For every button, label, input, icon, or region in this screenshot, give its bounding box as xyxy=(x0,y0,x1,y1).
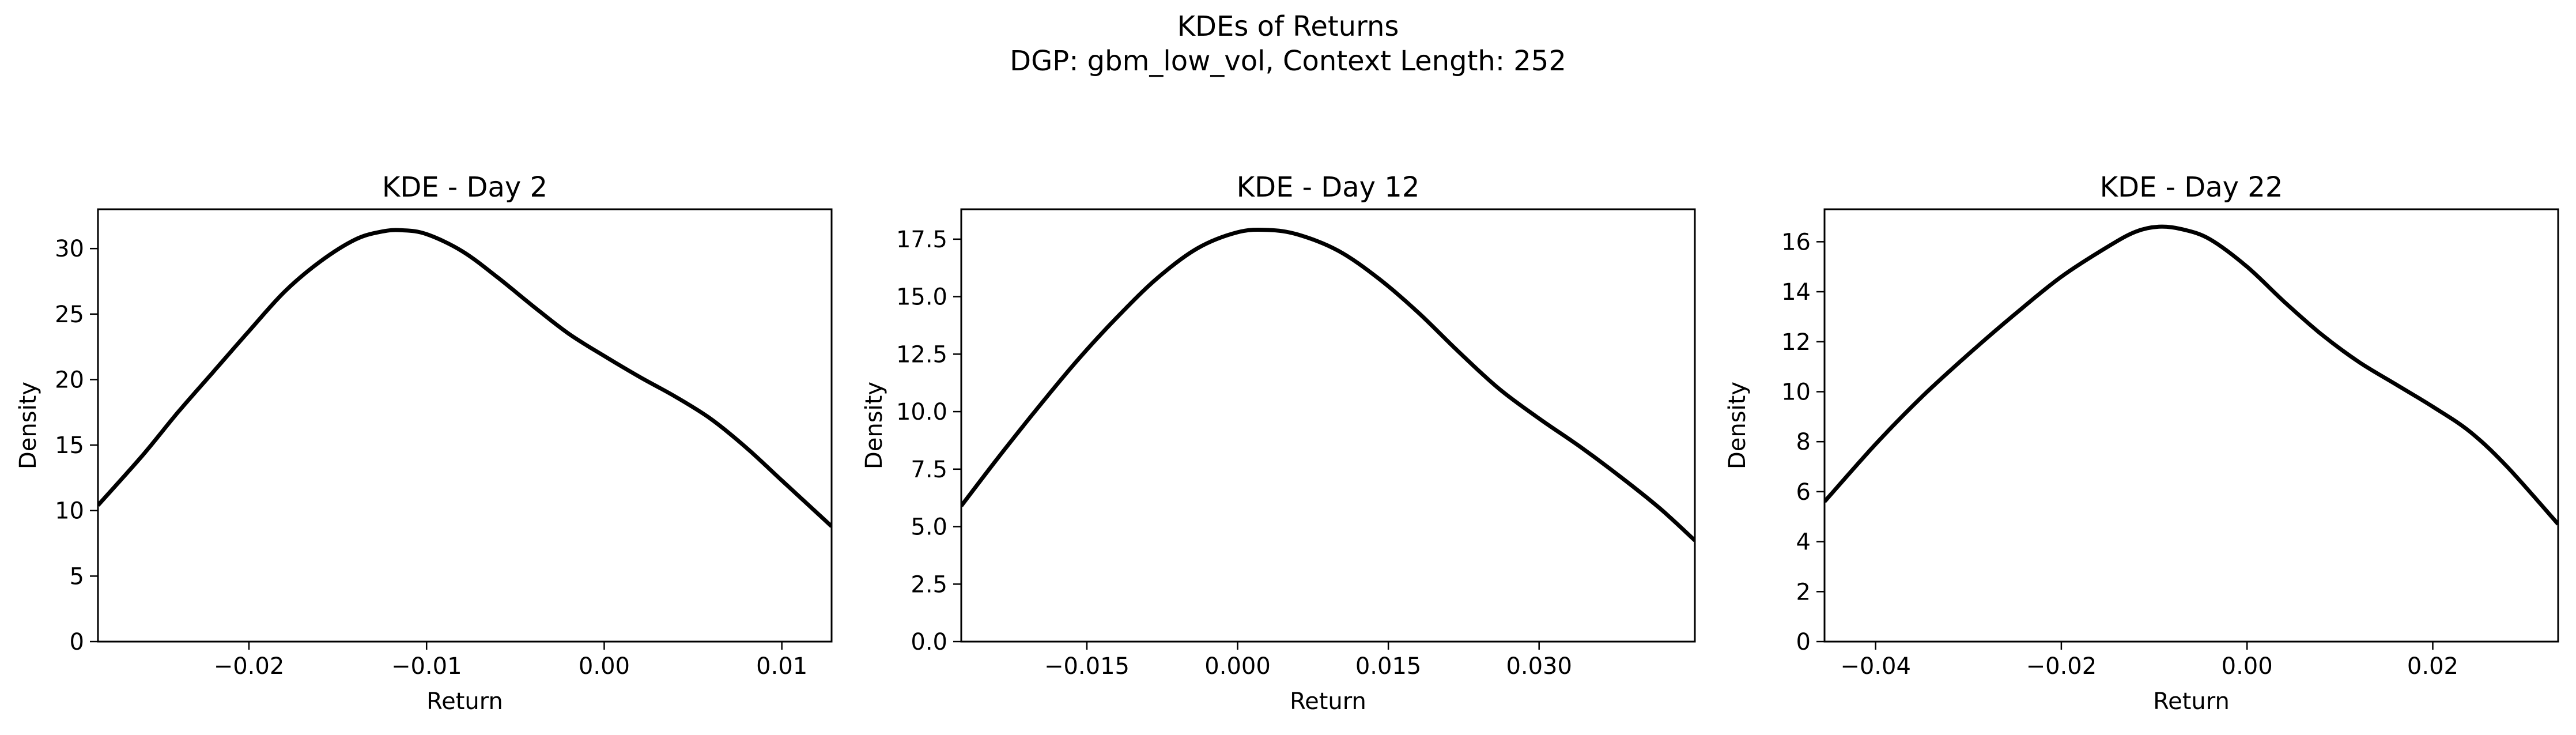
x-tick-label: 0.030 xyxy=(1506,653,1572,680)
kde-panel-day-2: KDE - Day 2 −0.02 −0.01 0.00 0.01 0 5 10 15 20 25 3… xyxy=(15,171,833,715)
x-tick-label: 0.015 xyxy=(1355,653,1422,680)
axes-frame xyxy=(97,208,833,643)
x-axis-label: Return xyxy=(426,688,503,715)
y-tick-label: 10.0 xyxy=(896,399,947,425)
kde-curve xyxy=(98,228,832,528)
kde-panel-day-12: KDE - Day 12 −0.015 0.000 0.015 0.030 0.0 2.5 5… xyxy=(861,171,1696,715)
panel-title: KDE - Day 12 xyxy=(1237,171,1420,203)
y-tick-label: 8 xyxy=(1796,429,1811,455)
x-tick-label: 0.00 xyxy=(579,653,630,680)
y-tick-label: 4 xyxy=(1796,529,1811,556)
panel-title: KDE - Day 2 xyxy=(382,171,547,203)
y-tick-label: 12.5 xyxy=(896,341,947,368)
y-tick-label: 0 xyxy=(70,629,84,655)
y-tick-label: 5.0 xyxy=(911,514,947,541)
y-tick-label: 14 xyxy=(1781,279,1811,306)
y-tick-label: 15 xyxy=(55,432,84,459)
y-tick-label: 12 xyxy=(1781,329,1811,356)
kde-curve xyxy=(961,227,1695,542)
x-tick-label: 0.02 xyxy=(2407,653,2458,680)
x-axis-label: Return xyxy=(1290,688,1366,715)
y-tick-label: 15.0 xyxy=(896,284,947,311)
x-tick-label: −0.02 xyxy=(214,653,285,680)
y-tick-label: 0.0 xyxy=(911,629,947,655)
panel-title: KDE - Day 22 xyxy=(2100,171,2283,203)
x-tick-label: −0.01 xyxy=(391,653,462,680)
x-tick-label: −0.04 xyxy=(1840,653,1911,680)
x-tick-label: 0.000 xyxy=(1204,653,1271,680)
y-tick-label: 30 xyxy=(55,236,84,262)
axes-frame xyxy=(960,208,1696,643)
figure-suptitle-line1: KDEs of Returns xyxy=(1177,10,1399,43)
kde-panel-day-22: KDE - Day 22 −0.04 −0.02 0.00 0.02 0 2 4 6 8 10 12 1… xyxy=(1724,171,2559,715)
y-tick-label: 10 xyxy=(1781,379,1811,405)
x-axis-label: Return xyxy=(2153,688,2230,715)
x-tick-label: 0.01 xyxy=(756,653,807,680)
y-tick-label: 6 xyxy=(1796,479,1811,506)
y-tick-label: 2.5 xyxy=(911,571,947,598)
x-tick-label: 0.00 xyxy=(2222,653,2273,680)
y-tick-label: 10 xyxy=(55,498,84,525)
y-axis-label: Density xyxy=(861,382,887,469)
y-tick-label: 20 xyxy=(55,367,84,393)
x-tick-label: −0.015 xyxy=(1044,653,1130,680)
y-tick-label: 17.5 xyxy=(896,227,947,253)
axes-frame xyxy=(1823,208,2559,643)
y-tick-label: 2 xyxy=(1796,579,1811,605)
figure-suptitle-line2: DGP: gbm_low_vol, Context Length: 252 xyxy=(1010,45,1566,77)
kde-curve xyxy=(1825,224,2558,526)
y-tick-label: 7.5 xyxy=(911,457,947,483)
y-tick-label: 25 xyxy=(55,301,84,328)
y-tick-label: 16 xyxy=(1781,229,1811,255)
y-tick-label: 5 xyxy=(70,563,84,590)
y-tick-label: 0 xyxy=(1796,629,1811,655)
y-axis-label: Density xyxy=(15,382,41,469)
y-axis-label: Density xyxy=(1724,382,1751,469)
x-tick-label: −0.02 xyxy=(2026,653,2097,680)
